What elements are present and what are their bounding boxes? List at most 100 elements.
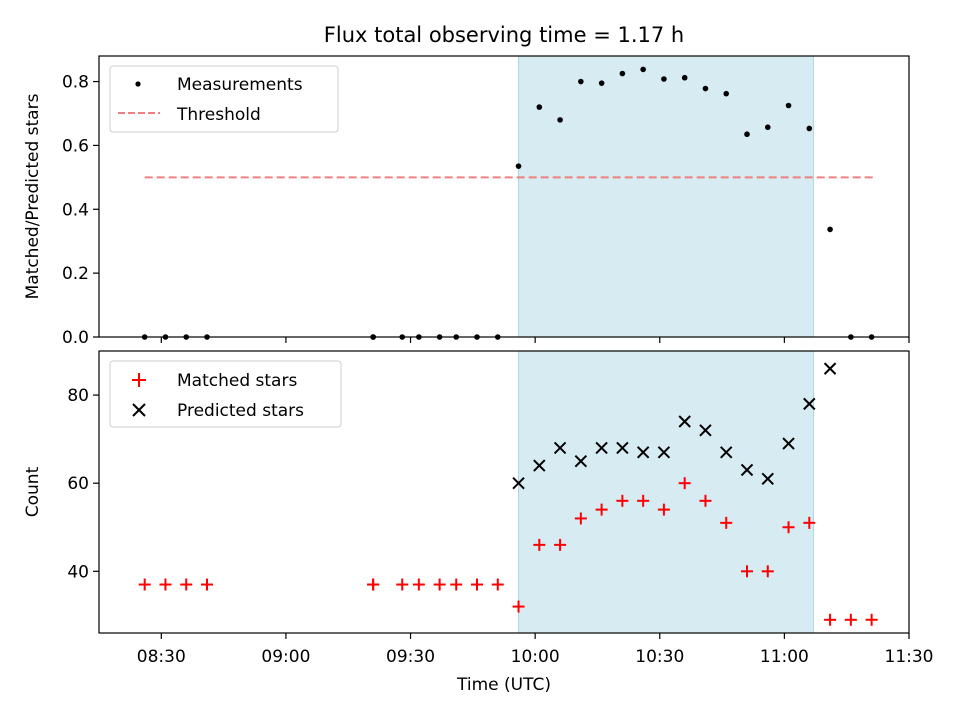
matched-star-point — [720, 516, 733, 529]
predicted-stars-series — [512, 362, 837, 490]
x-axis-label: Time (UTC) — [456, 675, 551, 695]
predicted-star-point — [740, 463, 754, 477]
matched-stars-series — [138, 477, 878, 626]
x-tick-label: 09:30 — [386, 647, 435, 667]
measurement-point — [806, 125, 813, 132]
legend-threshold-label: Threshold — [176, 105, 261, 125]
predicted-star-point — [678, 415, 691, 428]
matched-star-point — [616, 494, 629, 507]
matched-star-point — [491, 578, 504, 591]
matched-star-point — [159, 578, 172, 591]
predicted-star-point — [595, 441, 608, 455]
ratio-y-label: Matched/Predicted stars — [23, 93, 43, 299]
predicted-star-point — [616, 441, 629, 455]
matched-star-point — [824, 613, 837, 626]
measurement-point — [702, 85, 709, 92]
matched-star-point — [554, 538, 567, 551]
count-legend: Matched stars Predicted stars — [109, 360, 342, 428]
legend-predicted-marker — [132, 403, 146, 417]
measurement-point — [515, 163, 522, 169]
matched-star-point — [433, 578, 446, 591]
matched-star-point — [450, 578, 463, 591]
x-tick-label: 11:00 — [760, 647, 809, 667]
predicted-star-point — [720, 446, 733, 459]
count-panel-frame — [98, 350, 910, 634]
predicted-star-point — [636, 446, 650, 459]
matched-star-point — [412, 578, 425, 591]
predicted-star-point — [512, 476, 525, 490]
legend-matched-label: Matched stars — [177, 371, 297, 391]
matched-star-point — [512, 600, 525, 613]
y-tick-label: 0.0 — [62, 328, 89, 348]
matched-star-point — [396, 578, 409, 591]
legend-measurements-marker — [135, 81, 141, 87]
measurement-point — [640, 66, 646, 73]
legend-matched-marker — [132, 373, 146, 387]
count-x-ticks: 08:30 09:00 09:30 10:00 10:30 11:00 11:30 — [137, 633, 934, 667]
ratio-y-ticks: 0.0 0.2 0.4 0.6 0.8 — [62, 73, 99, 348]
matched-star-point — [657, 503, 670, 516]
matched-star-point — [180, 578, 193, 591]
measurement-point — [598, 80, 605, 86]
x-tick-label: 09:00 — [261, 647, 310, 667]
y-tick-label: 40 — [67, 562, 89, 582]
x-tick-label: 10:00 — [511, 647, 560, 667]
measurement-point — [681, 74, 688, 81]
predicted-star-point — [657, 446, 671, 459]
x-tick-label: 10:30 — [635, 647, 684, 667]
y-tick-label: 0.6 — [62, 136, 89, 156]
measurement-point — [744, 131, 750, 138]
measurement-point — [723, 90, 730, 97]
measurement-point — [578, 78, 584, 85]
matched-star-point — [699, 494, 712, 507]
measurement-point — [827, 226, 833, 233]
predicted-star-point — [761, 472, 774, 485]
predicted-star-point — [533, 459, 546, 472]
predicted-star-point — [823, 362, 837, 375]
matched-star-point — [637, 494, 650, 507]
matched-star-point — [741, 565, 753, 578]
measurement-point — [557, 117, 563, 123]
ratio-legend: Measurements Threshold — [109, 65, 339, 133]
measurement-point — [785, 102, 792, 109]
ratio-panel-frame — [98, 55, 910, 338]
matched-star-point — [865, 613, 878, 626]
ratio-panel: 0.00.20.40.60.8 Matched/Predicted stars … — [23, 55, 910, 348]
y-tick-label: 0.2 — [62, 264, 89, 284]
observing-span-bottom — [518, 350, 814, 634]
measurement-point — [536, 104, 543, 110]
matched-star-point — [803, 516, 816, 529]
measurement-point — [764, 124, 771, 131]
matched-star-point — [761, 565, 774, 578]
predicted-star-point — [553, 441, 567, 455]
count-panel: 40 60 80 08:30 09:00 09:30 10:00 10:30 11:00 11:… — [23, 350, 934, 695]
matched-star-point — [678, 477, 691, 490]
count-y-label: Count — [23, 466, 43, 517]
predicted-star-point — [699, 424, 712, 437]
legend-predicted-label: Predicted stars — [177, 401, 304, 421]
ratio-x-ticks — [160, 337, 910, 343]
predicted-star-point — [803, 397, 816, 411]
matched-star-point — [844, 613, 857, 626]
matched-star-point — [367, 578, 380, 591]
matched-star-point — [201, 578, 213, 591]
matched-star-point — [782, 521, 795, 534]
measurement-point — [619, 70, 626, 77]
predicted-star-point — [574, 454, 588, 468]
matched-star-point — [595, 503, 608, 516]
x-tick-label: 11:30 — [885, 647, 934, 667]
count-legend-box — [109, 360, 342, 428]
y-tick-label: 0.8 — [62, 73, 89, 93]
matched-star-point — [138, 578, 151, 591]
legend-measurements-label: Measurements — [177, 75, 303, 95]
x-tick-label: 08:30 — [137, 647, 186, 667]
predicted-star-point — [782, 437, 795, 450]
y-tick-label: 60 — [67, 474, 89, 494]
y-tick-label: 0.4 — [62, 200, 89, 220]
count-y-ticks: 40 60 80 — [67, 386, 99, 582]
observing-span-top — [518, 55, 814, 338]
matched-star-point — [574, 512, 587, 525]
measurement-point — [661, 76, 667, 82]
y-tick-label: 80 — [67, 386, 89, 406]
